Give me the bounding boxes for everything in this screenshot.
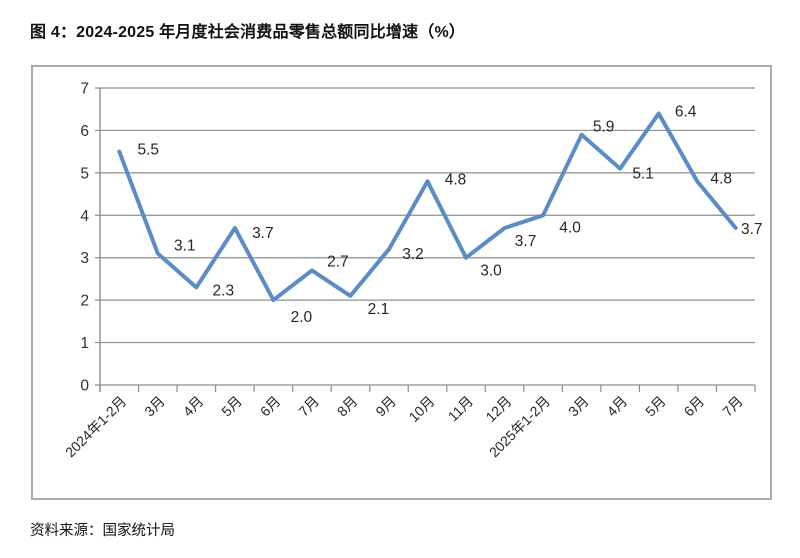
y-tick-label: 1 (80, 335, 89, 352)
x-tick-label: 3月 (565, 393, 592, 420)
data-point-label: 3.2 (402, 246, 424, 263)
x-tick-label: 10月 (405, 393, 437, 425)
x-axis-labels: 2024年1-2月 3月 4月 5月 6月 7月 8月 9月 10月 11月 12月2025年1-2… (62, 393, 746, 460)
data-point-label: 3.7 (252, 225, 274, 242)
data-point-label: 4.8 (710, 170, 732, 187)
data-point-label: 5.1 (632, 166, 654, 183)
y-tick-label: 6 (80, 123, 89, 140)
line-chart: 0 1 2 3 4 5 6 7 2024年1-2月 3月 4月 5月 6月 7月 8月 9月 10月 11月 12月… (62, 81, 763, 461)
x-tick-label: 4月 (604, 393, 631, 420)
x-tick-label: 7月 (719, 393, 746, 420)
x-tick-label: 11月 (445, 393, 476, 424)
data-series (117, 111, 738, 303)
axes (99, 88, 756, 392)
data-labels: 5.5 3.1 2.3 3.7 2.0 2.7 2.1 3.2 4.8 3.0 3.7 4.0 5.9 5… (137, 103, 762, 326)
data-point-label: 2.3 (213, 282, 235, 299)
data-point-label: 2.1 (368, 301, 390, 318)
data-point-label: 4.8 (445, 171, 467, 188)
x-tick-label: 8月 (334, 393, 361, 420)
x-tick-label: 6月 (257, 393, 284, 420)
x-tick-label: 2024年1-2月 (62, 393, 129, 460)
data-point-label: 5.9 (593, 119, 615, 136)
x-tick-label: 3月 (141, 393, 168, 420)
y-tick-label: 0 (80, 378, 89, 395)
data-point-label: 3.0 (480, 263, 502, 280)
x-tick-label: 4月 (180, 393, 207, 420)
data-point-label: 3.7 (741, 221, 763, 238)
data-point-label: 3.7 (515, 233, 537, 250)
y-tick-label: 4 (80, 208, 89, 225)
x-tick-label: 6月 (681, 393, 708, 420)
data-point-label: 4.0 (559, 219, 581, 236)
data-point-label: 3.1 (174, 237, 196, 254)
data-point-label: 2.0 (291, 309, 313, 326)
y-axis-labels: 0 1 2 3 4 5 6 7 (80, 81, 89, 395)
x-tick-label: 12月 (482, 393, 514, 425)
y-tick-label: 3 (80, 250, 89, 267)
x-tick-label: 7月 (295, 393, 322, 420)
source-note: 资料来源：国家统计局 (30, 523, 175, 539)
x-tick-label: 5月 (218, 393, 245, 420)
data-point-label: 2.7 (327, 253, 349, 270)
figure-title: 图 4：2024-2025 年月度社会消费品零售总额同比增速（%） (30, 24, 466, 41)
chart-frame: 0 1 2 3 4 5 6 7 2024年1-2月 3月 4月 5月 6月 7月 8月 9月 10月 11月 12月… (31, 65, 772, 500)
data-point-label: 5.5 (137, 142, 159, 159)
y-tick-label: 5 (80, 165, 89, 182)
data-point-label: 6.4 (675, 103, 697, 120)
y-tick-label: 7 (80, 81, 89, 98)
x-tick-label: 5月 (642, 393, 669, 420)
y-tick-label: 2 (80, 293, 89, 310)
x-tick-label: 9月 (372, 393, 399, 420)
series-line (117, 111, 738, 303)
